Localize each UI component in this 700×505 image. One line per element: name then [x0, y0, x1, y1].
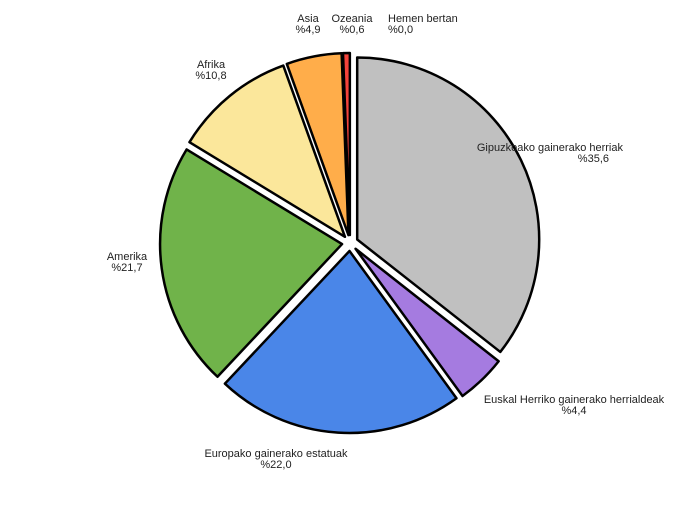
slice-label: Ozeania: [332, 13, 374, 25]
slice-value-label: %4,9: [295, 24, 320, 36]
slice-label: Gipuzkoako gainerako herriak: [477, 142, 624, 154]
pie-slice-group: Euskal Herriko gainerako herrialdeak%4,4: [354, 247, 665, 417]
slice-value-label: %22,0: [260, 459, 291, 471]
slice-label: Afrika: [197, 59, 226, 71]
slice-value-label: %10,8: [195, 70, 226, 82]
pie-slice: [355, 56, 541, 354]
pie-slice: [158, 148, 344, 378]
slice-label: Amerika: [107, 251, 148, 263]
slice-value-label: %35,6: [578, 153, 609, 165]
pie-slice-group: Asia%4,9: [285, 13, 350, 237]
pie-slice: [285, 52, 350, 237]
slice-label: Euskal Herriko gainerako herrialdeak: [484, 394, 665, 406]
slice-value-label: %0,6: [339, 24, 364, 36]
pie-slice: [223, 249, 458, 435]
pie-slice-group: Hemen bertan%0,0: [388, 13, 458, 36]
slice-value-label: %4,4: [561, 405, 586, 417]
pie-slice-group: Gipuzkoako gainerako herriak%35,6: [355, 56, 624, 354]
pie-slice: [188, 64, 347, 239]
pie-slice-group: Amerika%21,7: [107, 148, 344, 378]
pie-slice: [341, 51, 352, 237]
slice-label: Europako gainerako estatuak: [204, 448, 348, 460]
pie-slice-group: Ozeania%0,6: [332, 13, 374, 237]
pie-slice-group: Europako gainerako estatuak%22,0: [204, 249, 458, 471]
slice-value-label: %21,7: [111, 262, 142, 274]
pie-slice-group: Afrika%10,8: [188, 59, 347, 239]
slice-label: Asia: [297, 13, 319, 25]
slice-label: Hemen bertan: [388, 13, 458, 25]
slice-value-label: %0,0: [388, 24, 413, 36]
pie-slice: [354, 247, 500, 398]
